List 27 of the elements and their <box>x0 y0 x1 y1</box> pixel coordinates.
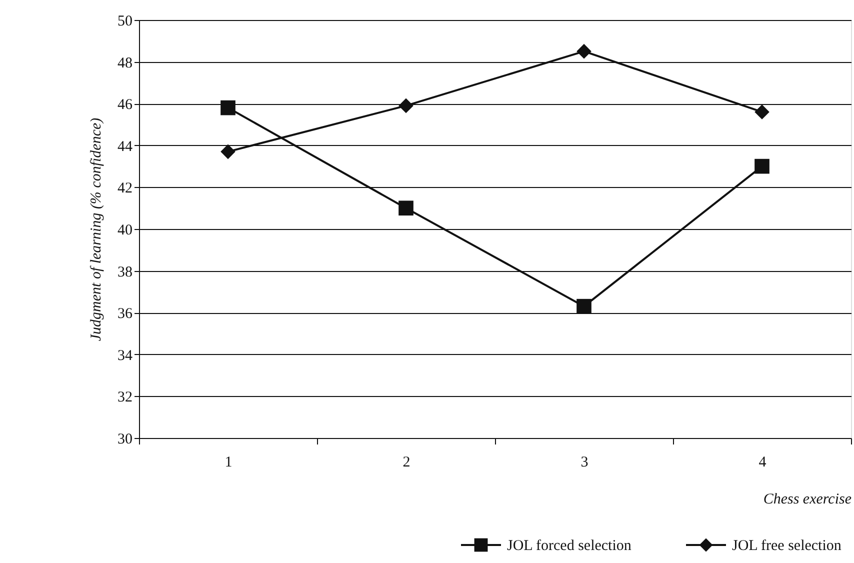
y-tick-label: 42 <box>118 180 132 197</box>
y-axis-title: Judgment of learning (% confidence) <box>88 118 104 342</box>
y-tick-label: 36 <box>118 306 133 322</box>
point <box>754 104 770 120</box>
point <box>576 44 592 59</box>
point <box>398 200 414 216</box>
x-tick-label: 2 <box>402 454 410 470</box>
x-tick-label: 1 <box>224 454 232 470</box>
legend-label: JOL free selection <box>732 538 842 554</box>
y-tick-label: 44 <box>118 138 133 155</box>
point <box>220 144 236 160</box>
y-tick-label: 32 <box>118 390 132 406</box>
y-tick-label: 48 <box>118 55 132 72</box>
y-tick-label: 34 <box>118 348 133 364</box>
point <box>754 158 770 174</box>
y-tick-label: 40 <box>118 222 132 238</box>
point <box>220 100 236 116</box>
y-tick-label: 50 <box>118 14 132 30</box>
x-tick-label: 4 <box>758 454 767 470</box>
y-tick-label: 30 <box>118 432 132 448</box>
x-tick-label: 3 <box>580 454 588 470</box>
legend-label: JOL forced selection <box>507 538 632 554</box>
y-tick-label: 46 <box>118 97 133 114</box>
x-axis-title: Chess exercise <box>763 492 852 508</box>
y-tick-label: 38 <box>118 264 132 280</box>
point <box>576 298 592 314</box>
point <box>398 98 414 114</box>
